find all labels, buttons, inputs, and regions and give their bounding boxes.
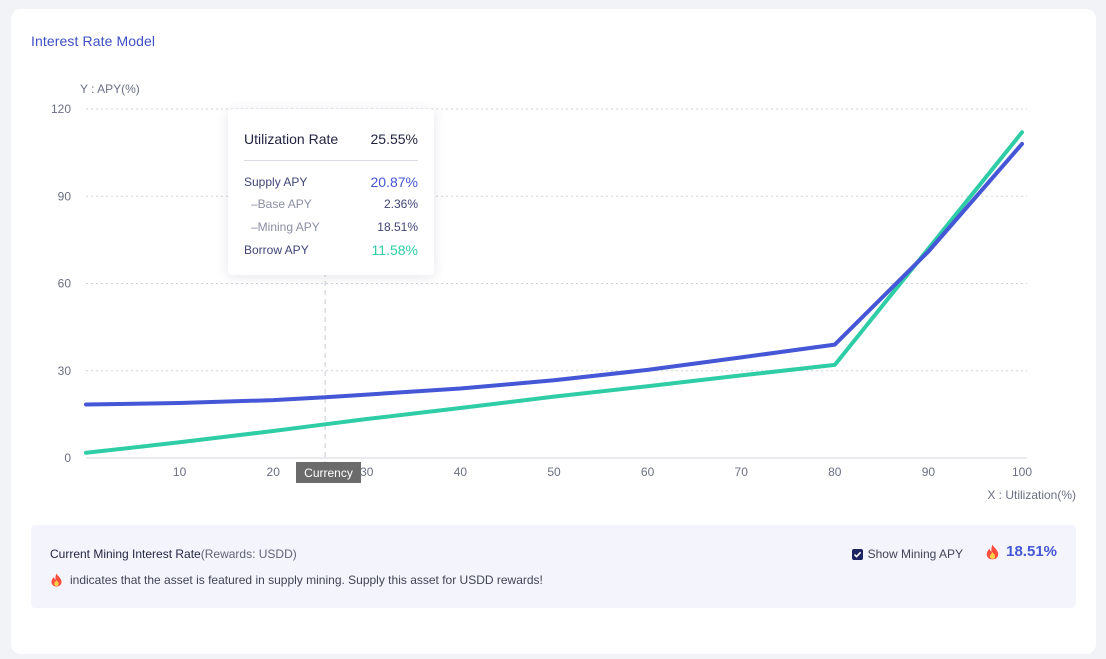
x-axis-label: X : Utilization(%) [987,488,1076,502]
checkmark-icon [853,551,861,558]
interest-rate-chart[interactable]: 0 30 60 90 120 10 20 30 40 50 60 70 80 90 100 [11,9,1096,654]
card-title: Interest Rate Model [31,33,156,49]
tooltip-divider [244,160,418,161]
interest-rate-model-card: Interest Rate Model 0 30 60 90 120 10 20 30 40 5… [11,9,1096,654]
tooltip-base-row: –Base APY 2.36% [244,197,418,211]
mining-info-title-main: Current Mining Interest Rate [50,547,201,561]
tooltip-supply-label: Supply APY [244,175,308,189]
tooltip-borrow-row: Borrow APY 11.58% [244,242,418,258]
tooltip-supply-row: Supply APY 20.87% [244,174,418,190]
show-mining-apy-toggle[interactable]: Show Mining APY [851,547,963,561]
tooltip-supply-value: 20.87% [370,174,418,190]
mining-info-box: Current Mining Interest Rate(Rewards: US… [31,525,1076,608]
tooltip-base-label: –Base APY [251,197,312,211]
x-tick-label: 10 [173,465,187,479]
mining-info-description: indicates that the asset is featured in … [50,573,543,587]
mining-rate-value: 18.51% [1006,543,1057,560]
tooltip-utilization-value: 25.55% [370,131,418,147]
flame-icon [986,544,999,559]
flame-icon [51,573,62,587]
y-tick-label: 30 [58,364,72,378]
x-tick-label: 20 [267,465,281,479]
y-tick-label: 90 [58,189,72,203]
tooltip-base-value: 2.36% [383,197,418,211]
x-tick-label: 60 [641,465,655,479]
series-line-supply-apy[interactable] [84,141,1024,407]
show-mining-label: Show Mining APY [867,547,963,561]
x-tick-label: 40 [454,465,468,479]
tooltip-mining-row: –Mining APY 18.51% [244,220,418,234]
mining-info-title: Current Mining Interest Rate(Rewards: US… [50,547,297,561]
tooltip-mining-label: –Mining APY [251,220,320,234]
tooltip-borrow-value: 11.58% [371,242,418,258]
x-tick-label: 80 [828,465,842,479]
x-tick-label: 70 [735,465,749,479]
mining-info-description-text: indicates that the asset is featured in … [70,573,543,587]
show-mining-checkbox[interactable] [851,548,863,560]
tooltip-utilization-label: Utilization Rate [244,131,339,147]
y-tick-label: 60 [58,277,72,291]
x-tick-label: 90 [922,465,936,479]
mining-info-title-sub: (Rewards: USDD) [200,547,297,561]
y-tick-label: 120 [51,102,71,116]
tooltip-utilization-row: Utilization Rate 25.55% [244,131,418,147]
mining-rate-display: 18.51% [985,543,1057,560]
x-tick-label: 100 [1012,465,1032,479]
x-tick-label: 50 [547,465,561,479]
chart-tooltip: Utilization Rate 25.55% Supply APY 20.87… [228,109,434,275]
series-line-borrow-apy[interactable] [84,130,1024,455]
y-axis-label: Y : APY(%) [80,82,140,96]
currency-hover-tag: Currency [296,462,361,483]
tooltip-mining-value: 18.51% [377,220,418,234]
x-tick-label: 30 [360,465,374,479]
tooltip-borrow-label: Borrow APY [244,243,309,257]
y-tick-label: 0 [64,451,71,465]
